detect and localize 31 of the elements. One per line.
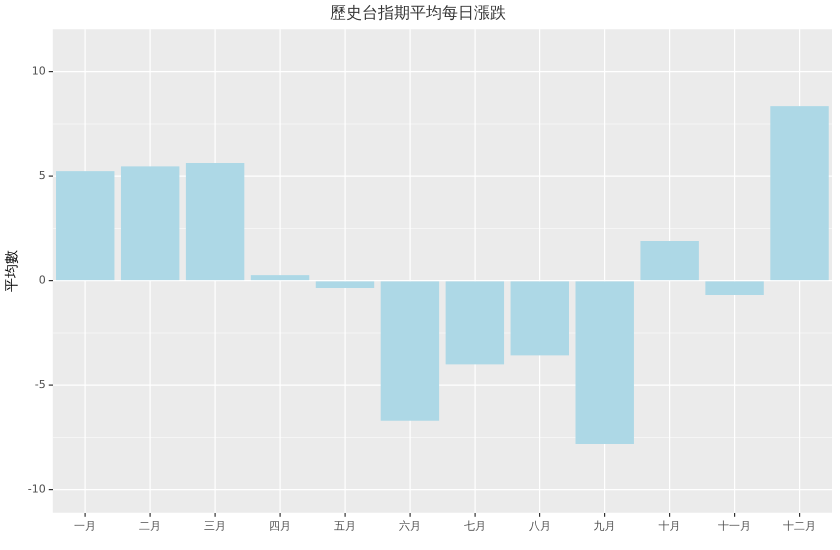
x-tick-label: 十一月 [718,519,752,532]
bar [640,240,699,280]
bar [446,281,504,364]
bar [56,171,114,280]
x-tick-label: 二月 [139,519,162,532]
chart-title: 歷史台指期平均每日漲跌 [330,2,506,22]
bar [510,281,570,356]
x-tick-label: 五月 [334,519,356,532]
x-tick-label: 九月 [594,519,616,532]
x-tick-label: 七月 [464,519,486,532]
bar [770,106,829,280]
y-tick-label: -10 [28,482,46,496]
bar [316,281,374,288]
bar [250,275,310,280]
bar [705,281,764,295]
x-tick-label: 八月 [528,519,551,532]
bar [186,163,244,280]
bar [576,281,634,444]
bar [380,281,440,421]
x-tick-label: 三月 [204,519,226,532]
y-tick-label: 5 [38,169,46,182]
y-tick-label: 10 [32,64,46,78]
y-tick-label: 0 [38,274,46,287]
bar [120,166,180,280]
x-tick-label: 六月 [398,519,421,532]
x-tick-label: 一月 [74,519,96,532]
y-axis-title: 平均數 [4,250,20,292]
x-tick-label: 四月 [269,519,292,532]
y-tick-label: -5 [34,378,46,392]
x-tick-label: 十月 [658,519,681,532]
x-tick-label: 十二月 [783,519,816,532]
